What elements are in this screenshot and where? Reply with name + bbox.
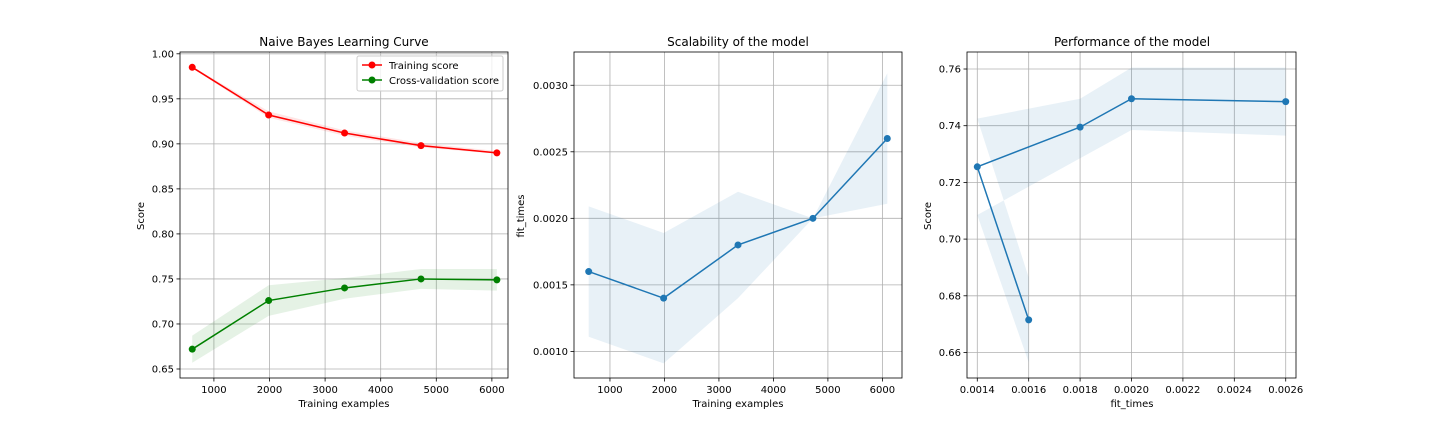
learning-curve-ytick-label: 0.85 — [152, 184, 174, 195]
learning-curve-series-1-point — [265, 297, 273, 305]
performance-plot-area: 0.0014 0.0016 0.0018 0.0020 0.0022 0.0024 0.00… — [939, 51, 1303, 396]
performance-ylabel: Score — [923, 202, 934, 230]
learning-curve-series-0-point — [493, 149, 501, 157]
performance-ytick-label: 0.66 — [939, 348, 961, 359]
scalability-series-0-band — [588, 73, 888, 364]
learning-curve-ytick-label: 0.65 — [152, 364, 174, 375]
performance-xtick-label: 0.0026 — [1268, 385, 1303, 396]
performance-ytick-label: 0.72 — [939, 178, 961, 189]
performance-series-0-band — [977, 67, 1286, 363]
learning-curve-plot-area: 1000 2000 3000 4000 5000 6000 0.65 0.70 0.75 0.80… — [152, 49, 509, 396]
performance-xtick-label: 0.0020 — [1114, 385, 1149, 396]
legend-cv-label: Cross-validation score — [389, 76, 499, 87]
learning-curve-xtick-label: 3000 — [312, 385, 337, 396]
scalability-plot-area: 1000 2000 3000 4000 5000 6000 0.0010 0.0015 0.00… — [533, 51, 903, 396]
learning-curve-series-0-point — [341, 129, 349, 137]
performance-ytick-label: 0.70 — [939, 235, 961, 246]
learning-curve-ytick-label: 1.00 — [152, 49, 174, 60]
scalability-series-0-point — [883, 134, 891, 142]
learning-curve-title: Naive Bayes Learning Curve — [259, 35, 428, 49]
scalability-xtick-label: 4000 — [761, 385, 786, 396]
learning-curve-ytick-label: 0.70 — [152, 319, 174, 330]
scalability-xtick-label: 2000 — [652, 385, 677, 396]
learning-curve-xtick-label: 4000 — [368, 385, 393, 396]
scalability-panel: Scalability of the model Training exampl… — [516, 35, 903, 410]
performance-xtick-label: 0.0018 — [1063, 385, 1098, 396]
scalability-title: Scalability of the model — [667, 35, 809, 49]
learning-curve-panel: Naive Bayes Learning Curve Training exam… — [136, 35, 509, 410]
learning-curve-series-0-point — [417, 142, 425, 150]
performance-xlabel: fit_times — [1110, 399, 1153, 410]
learning-curve-series-1-point — [341, 284, 349, 292]
performance-xtick-label: 0.0022 — [1165, 385, 1200, 396]
learning-curve-series-0-point — [265, 111, 273, 119]
scalability-series-0-point — [585, 268, 593, 276]
performance-series-0-point — [1025, 316, 1033, 324]
scalability-ytick-label: 0.0010 — [533, 347, 568, 358]
learning-curve-ylabel: Score — [136, 202, 147, 230]
performance-ytick-label: 0.68 — [939, 291, 961, 302]
learning-curve-series-1-point — [417, 275, 425, 283]
learning-curve-xtick-label: 2000 — [257, 385, 282, 396]
learning-curve-xtick-label: 5000 — [424, 385, 449, 396]
performance-xtick-label: 0.0014 — [960, 385, 995, 396]
learning-curve-series-0-point — [188, 63, 196, 71]
performance-series-0-point — [1076, 123, 1084, 131]
performance-panel: Performance of the model fit_times Score… — [923, 35, 1303, 410]
learning-curve-series-1-point — [188, 345, 196, 353]
scalability-series-0-point — [734, 241, 742, 249]
scalability-ytick-label: 0.0030 — [533, 81, 568, 92]
scalability-series-0-point — [809, 214, 817, 222]
learning-curve-xlabel: Training examples — [298, 399, 390, 410]
scalability-xtick-label: 3000 — [706, 385, 731, 396]
scalability-ytick-label: 0.0020 — [533, 214, 568, 225]
performance-title: Performance of the model — [1054, 35, 1210, 49]
learning-curve-ytick-label: 0.95 — [152, 94, 174, 105]
scalability-ytick-label: 0.0015 — [533, 280, 568, 291]
learning-curve-legend: Training score Cross-validation score — [356, 55, 504, 92]
learning-curve-ytick-label: 0.80 — [152, 229, 174, 240]
scalability-xtick-label: 6000 — [870, 385, 895, 396]
learning-curve-series-1-band — [192, 269, 497, 363]
scalability-xtick-label: 5000 — [815, 385, 840, 396]
scalability-ylabel: fit_times — [516, 194, 527, 237]
scalability-axes-frame — [573, 51, 903, 379]
legend-box — [356, 55, 504, 92]
performance-xtick-label: 0.0024 — [1217, 385, 1252, 396]
performance-xtick-label: 0.0016 — [1011, 385, 1046, 396]
legend-cv-marker — [368, 76, 376, 84]
performance-ytick-label: 0.76 — [939, 65, 961, 76]
performance-series-0-point — [973, 163, 981, 171]
legend-training-marker — [368, 61, 376, 69]
performance-series-0-point — [1282, 98, 1290, 106]
scalability-xtick-label: 1000 — [597, 385, 622, 396]
scalability-xlabel: Training examples — [692, 399, 784, 410]
performance-series-0-point — [1128, 95, 1135, 103]
legend-training-label: Training score — [388, 61, 459, 72]
learning-curve-series-1-point — [493, 276, 501, 284]
learning-curve-ytick-label: 0.90 — [152, 139, 174, 150]
learning-curve-ytick-label: 0.75 — [152, 274, 174, 285]
scalability-series-0-point — [660, 294, 668, 302]
scalability-ytick-label: 0.0025 — [533, 147, 568, 158]
learning-curve-xtick-label: 6000 — [479, 385, 504, 396]
learning-curve-axes-frame — [179, 51, 509, 379]
performance-ytick-label: 0.74 — [939, 121, 961, 132]
learning-curve-xtick-label: 1000 — [201, 385, 226, 396]
